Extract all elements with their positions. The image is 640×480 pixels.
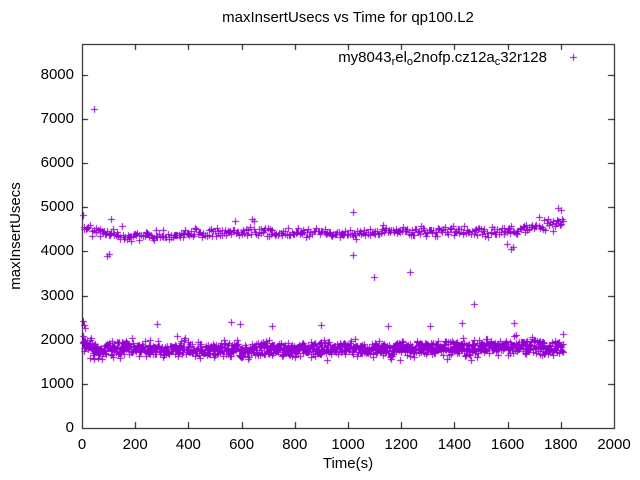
y-tick-label: 7000 [40, 110, 74, 128]
x-tick-label: 0 [77, 436, 87, 453]
legend-text: 32r128 [500, 49, 547, 66]
x-tick-label: 800 [282, 436, 308, 453]
legend-text: my8043 [338, 49, 392, 66]
y-tick-label: 2000 [40, 330, 74, 348]
legend-series-label: my8043relo2nofp.cz12ac32r128 [338, 49, 547, 68]
legend-text: el [395, 49, 407, 66]
x-tick-label: 1600 [490, 436, 525, 453]
legend-subscript: r [391, 56, 396, 68]
y-tick-label: 8000 [40, 65, 74, 83]
x-tick-label: 2000 [597, 436, 631, 453]
chart-title: maxInsertUsecs vs Time for qp100.L2 [222, 9, 474, 26]
legend-text: 2nofp.cz12a [413, 49, 495, 66]
x-tick-label: 200 [122, 436, 148, 453]
y-tick-label: 6000 [40, 154, 74, 172]
x-tick-label: 400 [175, 436, 201, 453]
x-tick-label: 1000 [331, 436, 365, 453]
y-tick-label: 1000 [40, 374, 74, 392]
y-tick-label: 5000 [40, 198, 74, 216]
y-tick-label: 0 [65, 419, 74, 436]
y-tick-label: 4000 [40, 242, 74, 260]
legend-subscript: c [494, 56, 501, 68]
x-tick-label: 1200 [384, 436, 418, 453]
y-axis-label: maxInsertUsecs [7, 182, 24, 290]
x-tick-label: 600 [229, 436, 255, 453]
x-axis-label: Time(s) [322, 455, 374, 472]
x-tick-label: 1400 [437, 436, 472, 453]
legend-subscript: o [406, 56, 414, 68]
x-tick-label: 1800 [544, 436, 578, 453]
y-tick-label: 3000 [40, 286, 74, 304]
